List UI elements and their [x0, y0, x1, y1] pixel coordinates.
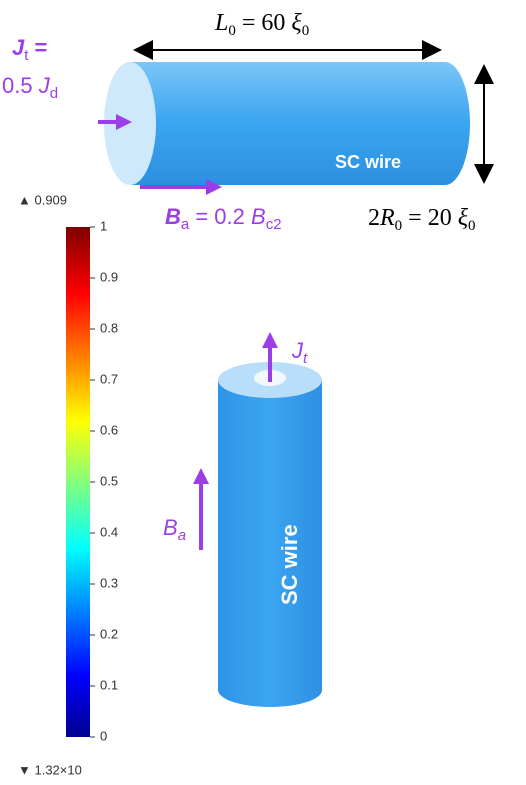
colorbar-tick-label: 1 — [100, 218, 107, 233]
length-label: L0 = 60 ξ0 — [214, 10, 309, 39]
colorbar-tick-label: 0.6 — [100, 422, 118, 437]
colorbar-tick-label: 0.1 — [100, 677, 118, 692]
current-label: Jt =0.5 Jd — [2, 35, 58, 102]
colorbar-tick-label: 0 — [100, 728, 107, 743]
field-label: Ba = 0.2 Bc2 — [165, 204, 282, 233]
colorbar-tick-label: 0.5 — [100, 473, 118, 488]
radius-label: 2R0 = 20 ξ0 — [368, 205, 476, 234]
colorbar-tick-label: 0.3 — [100, 575, 118, 590]
side-wire-label: SC wire — [277, 524, 302, 605]
side-field-label: Ba — [163, 515, 186, 544]
colorbar-tick-label: 0.4 — [100, 524, 118, 539]
wire-body — [130, 62, 470, 185]
colorbar-tick-label: 0.7 — [100, 371, 118, 386]
side-current-label: Jt — [291, 338, 308, 367]
wire-label: SC wire — [335, 152, 401, 172]
colorbar: ▲ 0.909 ▼ 1.32×10 1 0.9 0.8 0.7 0.6 0.5 0.4 0.3… — [18, 192, 118, 777]
figure: SC wire L0 = 60 ξ0 2R0 = 20 ξ0 Jt =0.5 J… — [0, 0, 526, 785]
colorbar-tick-label: 0.2 — [100, 626, 118, 641]
colorbar-min: ▼ 1.32×10 — [18, 762, 82, 777]
side-wire-body — [218, 380, 322, 707]
colorbar-max: ▲ 0.909 — [18, 192, 67, 207]
colorbar-tick-label: 0.8 — [100, 320, 118, 335]
colorbar-tick-label: 0.9 — [100, 269, 118, 284]
colorbar-gradient — [66, 227, 90, 737]
